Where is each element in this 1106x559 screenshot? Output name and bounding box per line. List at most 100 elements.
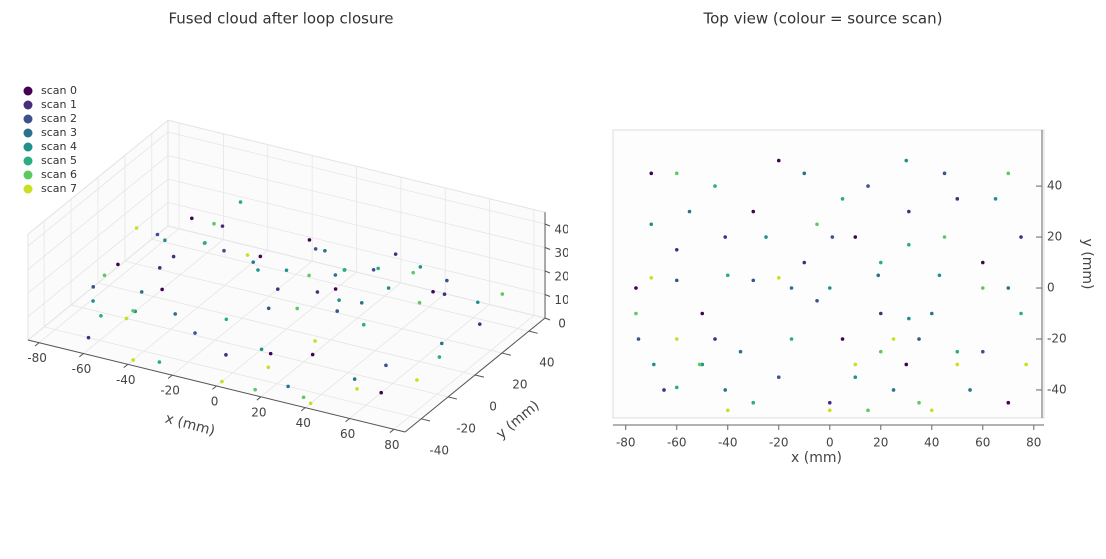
- point: [131, 358, 135, 362]
- y-tick-label: 0: [489, 399, 497, 413]
- point: [417, 300, 422, 305]
- point: [942, 171, 947, 176]
- point: [907, 209, 911, 214]
- point: [789, 286, 794, 290]
- point: [866, 184, 870, 188]
- point: [713, 337, 717, 341]
- point: [980, 286, 985, 290]
- point: [386, 286, 391, 290]
- point: [866, 408, 870, 413]
- grid-line: [27, 178, 169, 294]
- plot-frame: [612, 129, 1045, 419]
- tick-mark: [544, 247, 551, 250]
- legend-label: scan 3: [41, 126, 77, 139]
- point: [853, 362, 858, 367]
- point: [193, 331, 197, 335]
- point: [955, 362, 960, 367]
- point: [776, 158, 781, 163]
- point: [937, 273, 942, 278]
- point: [917, 400, 921, 405]
- point: [134, 226, 139, 230]
- point: [337, 298, 341, 302]
- point: [1019, 235, 1023, 239]
- legend-marker: [23, 100, 33, 110]
- y-axis-label: y (mm): [1079, 239, 1095, 290]
- tick-mark: [123, 363, 129, 369]
- grid-line: [167, 178, 546, 272]
- y-tick-label: 40: [539, 356, 554, 370]
- x-tick-label: -40: [718, 436, 738, 450]
- point: [1006, 171, 1011, 176]
- point: [904, 362, 909, 367]
- point: [1006, 400, 1011, 405]
- y-axis: [404, 317, 546, 433]
- point: [853, 235, 858, 239]
- x-tick-label: -60: [667, 436, 687, 450]
- x-tick-label: 20: [873, 436, 888, 450]
- tick-mark: [501, 352, 511, 356]
- z-tick-label: 30: [554, 246, 569, 260]
- y-tick-label: -20: [1047, 331, 1067, 345]
- x-tick-label: 40: [924, 436, 939, 450]
- grid-line: [124, 260, 503, 354]
- point: [955, 349, 960, 354]
- point: [840, 337, 845, 341]
- point: [475, 300, 480, 305]
- point: [220, 224, 225, 228]
- grid-line: [27, 225, 169, 341]
- point: [802, 171, 807, 176]
- tick-mark: [389, 428, 395, 433]
- point: [342, 268, 347, 272]
- point: [442, 292, 447, 296]
- point: [725, 408, 730, 413]
- tick-mark: [212, 385, 217, 390]
- point: [163, 238, 167, 243]
- point: [751, 209, 756, 214]
- point: [878, 260, 883, 265]
- grid-line: [167, 202, 546, 295]
- legend-marker: [23, 86, 33, 96]
- grid-line: [97, 282, 476, 376]
- x-tick-label: -20: [160, 384, 180, 398]
- grid-line: [151, 238, 529, 332]
- point: [723, 388, 728, 392]
- point: [980, 260, 985, 265]
- point: [751, 278, 756, 283]
- y-tick-label: -40: [429, 443, 449, 457]
- point: [827, 286, 832, 290]
- point: [323, 248, 327, 253]
- point: [674, 278, 679, 283]
- point: [155, 232, 160, 237]
- legend-label: scan 6: [41, 168, 77, 181]
- point: [878, 349, 883, 354]
- chart-title: Top view (colour = source scan): [703, 10, 943, 28]
- point: [253, 387, 257, 392]
- x-tick-label: 80: [384, 438, 399, 452]
- tick-mark: [167, 374, 173, 379]
- grid-line: [167, 155, 546, 248]
- point: [500, 292, 505, 296]
- point: [259, 347, 264, 352]
- plot-top: -80 -60 -40 -20 0 20 40 60 80 -40 -20 0 20 40 x (mm) y …: [612, 129, 1095, 466]
- point: [649, 276, 654, 280]
- point: [891, 388, 896, 392]
- point: [876, 273, 881, 278]
- point: [878, 311, 883, 316]
- point: [634, 286, 638, 290]
- legend-marker: [23, 156, 33, 166]
- x-tick-label: 60: [340, 427, 355, 441]
- x-axis-label: x (mm): [163, 411, 216, 440]
- grid-line: [27, 202, 169, 317]
- point: [190, 216, 194, 221]
- point: [636, 337, 641, 341]
- legend-marker: [23, 170, 33, 180]
- point: [776, 276, 781, 280]
- point: [173, 312, 178, 316]
- point: [116, 262, 120, 267]
- point: [891, 337, 896, 341]
- point: [212, 221, 216, 226]
- point: [980, 349, 985, 354]
- point: [1019, 311, 1023, 316]
- point: [284, 268, 289, 273]
- point: [275, 287, 280, 291]
